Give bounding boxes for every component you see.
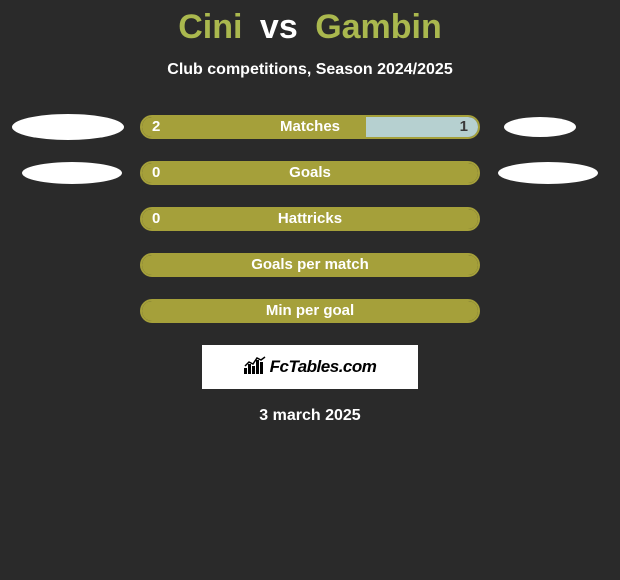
stat-label: Goals xyxy=(142,163,478,183)
stat-row: Min per goal xyxy=(0,299,620,323)
stat-value-left: 0 xyxy=(152,163,160,183)
stat-label: Hattricks xyxy=(142,209,478,229)
brand-text: FcTables.com xyxy=(270,357,377,377)
stat-value-right: 1 xyxy=(460,117,468,137)
stat-row: Goals per match xyxy=(0,253,620,277)
vs-text: vs xyxy=(260,8,298,46)
player1-name: Cini xyxy=(178,8,242,46)
date-text: 3 march 2025 xyxy=(0,407,620,425)
stat-bar: Min per goal xyxy=(140,299,480,323)
stat-row: Hattricks0 xyxy=(0,207,620,231)
stat-label: Goals per match xyxy=(142,255,478,275)
title-container: Cini vs Gambin xyxy=(0,0,620,47)
brand-box: FcTables.com xyxy=(202,345,418,389)
brand-chart-icon xyxy=(244,356,266,379)
player2-ellipse xyxy=(498,162,598,184)
stat-bar: Goals per match xyxy=(140,253,480,277)
subtitle: Club competitions, Season 2024/2025 xyxy=(0,61,620,79)
stat-row: Matches2 1 xyxy=(0,115,620,139)
player1-ellipse xyxy=(22,162,122,184)
stat-bar: Hattricks0 xyxy=(140,207,480,231)
stat-row: Goals0 xyxy=(0,161,620,185)
player2-ellipse xyxy=(504,117,576,137)
stat-value-left: 0 xyxy=(152,209,160,229)
stats-rows: Matches21Goals0Hattricks0Goals per match… xyxy=(0,115,620,323)
stat-value-left: 2 xyxy=(152,117,160,137)
player1-ellipse xyxy=(12,114,124,140)
player2-name: Gambin xyxy=(315,8,442,46)
stat-label: Matches xyxy=(142,117,478,137)
stat-bar: Goals0 xyxy=(140,161,480,185)
stat-label: Min per goal xyxy=(142,301,478,321)
stat-bar: Matches2 1 xyxy=(140,115,480,139)
